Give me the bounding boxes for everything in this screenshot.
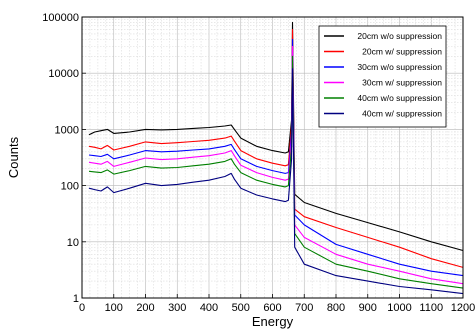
y-tick-label: 100000 [42,12,79,24]
series-line-3 [88,38,464,277]
legend-label: 30cm w/ suppression [362,78,442,88]
legend-label: 30cm w/o suppression [357,62,442,72]
y-tick-label: 1000 [55,124,79,136]
x-tick-label: 1000 [387,302,411,314]
legend: 20cm w/o suppression 20cm w/ suppression 3… [318,25,447,128]
x-tick-label: 1200 [451,302,475,314]
x-tick-label: 0 [79,302,85,314]
grid [81,17,464,299]
x-tick-label: 200 [136,302,154,314]
x-tick-label: 300 [168,302,186,314]
legend-label: 20cm w/o suppression [357,31,442,41]
x-tick-label: 600 [263,302,281,314]
x-tick-label: 500 [232,302,250,314]
y-tick-label: 10 [67,237,79,249]
series-line-5 [88,55,464,289]
legend-label: 40cm w/o suppression [357,93,442,103]
x-axis-title: Energy [252,314,294,329]
x-tick-label: 1100 [419,302,443,314]
x-tick-label: 700 [295,302,313,314]
series-line-1 [88,21,464,252]
legend-label: 20cm w/ suppression [362,47,442,57]
x-tick-label: 100 [105,302,123,314]
x-tick-label: 800 [327,302,345,314]
legend-box [318,25,447,128]
y-axis-title: Counts [6,136,21,178]
series-line-2 [88,28,464,268]
y-tick-label: 100 [61,181,79,193]
x-tick-label: 900 [359,302,377,314]
y-tick-label: 1 [73,293,79,305]
series-line-6 [88,68,464,295]
series-layer [88,21,464,295]
legend-label: 40cm w/ suppression [362,109,442,119]
x-tick-label: 400 [200,302,218,314]
y-tick-label: 10000 [48,68,79,80]
series-line-4 [88,45,464,285]
axis-ticks: 0 100 200 300 400 500 600 700 800 900 1000 1100 1200… [42,12,475,314]
